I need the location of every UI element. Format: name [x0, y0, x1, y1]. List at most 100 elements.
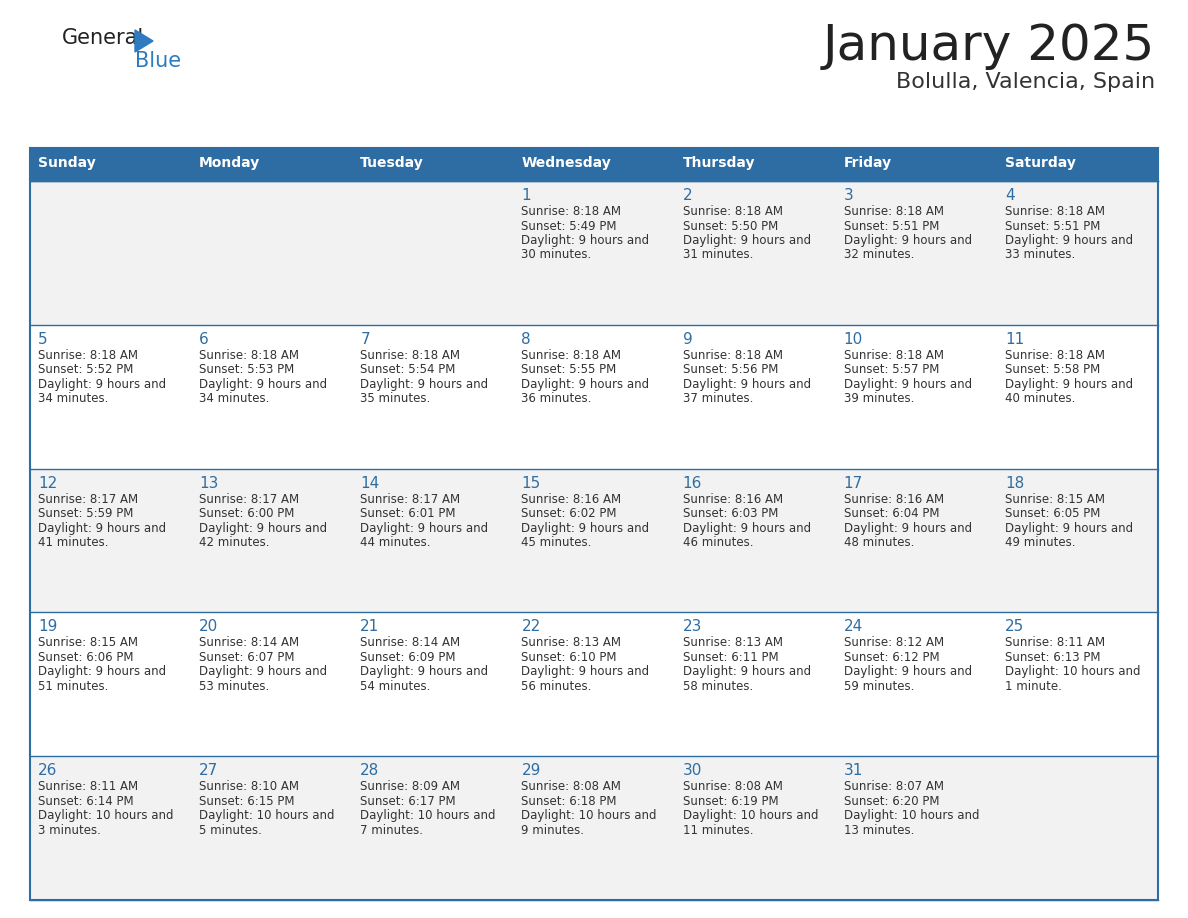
Bar — [30, 181, 1158, 325]
Text: Blue: Blue — [135, 51, 181, 71]
Text: Daylight: 9 hours and: Daylight: 9 hours and — [522, 666, 650, 678]
Text: Sunset: 5:51 PM: Sunset: 5:51 PM — [843, 219, 939, 232]
Text: 7 minutes.: 7 minutes. — [360, 823, 423, 836]
Text: 1 minute.: 1 minute. — [1005, 680, 1062, 693]
Text: 56 minutes.: 56 minutes. — [522, 680, 592, 693]
Text: Daylight: 10 hours and: Daylight: 10 hours and — [522, 809, 657, 823]
Text: 5: 5 — [38, 331, 48, 347]
Text: 23: 23 — [683, 620, 702, 634]
Text: 13 minutes.: 13 minutes. — [843, 823, 914, 836]
Bar — [30, 148, 1158, 181]
Text: Sunrise: 8:15 AM: Sunrise: 8:15 AM — [38, 636, 138, 649]
Text: 17: 17 — [843, 476, 862, 490]
Text: Sunset: 5:53 PM: Sunset: 5:53 PM — [200, 364, 295, 376]
Text: Daylight: 9 hours and: Daylight: 9 hours and — [683, 378, 810, 391]
Text: Sunset: 6:17 PM: Sunset: 6:17 PM — [360, 795, 456, 808]
Text: Sunset: 6:12 PM: Sunset: 6:12 PM — [843, 651, 940, 664]
Text: 28: 28 — [360, 763, 379, 778]
Text: 24: 24 — [843, 620, 862, 634]
Text: Daylight: 9 hours and: Daylight: 9 hours and — [38, 378, 166, 391]
Bar — [30, 468, 1158, 612]
Text: Sunrise: 8:17 AM: Sunrise: 8:17 AM — [360, 493, 461, 506]
Text: Daylight: 10 hours and: Daylight: 10 hours and — [843, 809, 979, 823]
Bar — [30, 756, 1158, 900]
Text: Daylight: 9 hours and: Daylight: 9 hours and — [38, 666, 166, 678]
Text: Sunset: 6:11 PM: Sunset: 6:11 PM — [683, 651, 778, 664]
Text: 32 minutes.: 32 minutes. — [843, 249, 914, 262]
Bar — [30, 148, 1158, 900]
Text: Sunset: 6:20 PM: Sunset: 6:20 PM — [843, 795, 940, 808]
Text: Sunrise: 8:08 AM: Sunrise: 8:08 AM — [683, 780, 783, 793]
Text: 34 minutes.: 34 minutes. — [38, 392, 108, 406]
Text: Sunrise: 8:11 AM: Sunrise: 8:11 AM — [38, 780, 138, 793]
Text: Daylight: 9 hours and: Daylight: 9 hours and — [200, 666, 327, 678]
Text: 36 minutes.: 36 minutes. — [522, 392, 592, 406]
Text: 21: 21 — [360, 620, 379, 634]
Text: Bolulla, Valencia, Spain: Bolulla, Valencia, Spain — [896, 72, 1155, 92]
Text: Daylight: 9 hours and: Daylight: 9 hours and — [843, 378, 972, 391]
Text: Daylight: 9 hours and: Daylight: 9 hours and — [360, 521, 488, 534]
Text: Sunset: 6:02 PM: Sunset: 6:02 PM — [522, 507, 617, 521]
Text: 4: 4 — [1005, 188, 1015, 203]
Text: Thursday: Thursday — [683, 156, 756, 170]
Text: Sunrise: 8:18 AM: Sunrise: 8:18 AM — [843, 205, 943, 218]
Text: 18: 18 — [1005, 476, 1024, 490]
Text: Daylight: 9 hours and: Daylight: 9 hours and — [843, 234, 972, 247]
Text: Sunset: 6:07 PM: Sunset: 6:07 PM — [200, 651, 295, 664]
Text: Sunset: 5:55 PM: Sunset: 5:55 PM — [522, 364, 617, 376]
Text: Sunrise: 8:13 AM: Sunrise: 8:13 AM — [683, 636, 783, 649]
Text: Sunset: 5:49 PM: Sunset: 5:49 PM — [522, 219, 617, 232]
Text: Sunrise: 8:09 AM: Sunrise: 8:09 AM — [360, 780, 460, 793]
Bar — [30, 325, 1158, 468]
Text: 30 minutes.: 30 minutes. — [522, 249, 592, 262]
Text: 34 minutes.: 34 minutes. — [200, 392, 270, 406]
Text: 2: 2 — [683, 188, 693, 203]
Text: Sunrise: 8:18 AM: Sunrise: 8:18 AM — [38, 349, 138, 362]
Text: Sunset: 5:52 PM: Sunset: 5:52 PM — [38, 364, 133, 376]
Text: Daylight: 9 hours and: Daylight: 9 hours and — [200, 521, 327, 534]
Text: Sunrise: 8:07 AM: Sunrise: 8:07 AM — [843, 780, 943, 793]
Text: 49 minutes.: 49 minutes. — [1005, 536, 1075, 549]
Text: Sunrise: 8:11 AM: Sunrise: 8:11 AM — [1005, 636, 1105, 649]
Text: Daylight: 9 hours and: Daylight: 9 hours and — [522, 521, 650, 534]
Text: Sunrise: 8:18 AM: Sunrise: 8:18 AM — [360, 349, 460, 362]
Text: 10: 10 — [843, 331, 862, 347]
Text: January 2025: January 2025 — [823, 22, 1155, 70]
Text: 3 minutes.: 3 minutes. — [38, 823, 101, 836]
Text: 44 minutes.: 44 minutes. — [360, 536, 431, 549]
Text: 19: 19 — [38, 620, 57, 634]
Text: Sunset: 5:56 PM: Sunset: 5:56 PM — [683, 364, 778, 376]
Text: Sunrise: 8:14 AM: Sunrise: 8:14 AM — [360, 636, 461, 649]
Text: 51 minutes.: 51 minutes. — [38, 680, 108, 693]
Text: Sunset: 6:19 PM: Sunset: 6:19 PM — [683, 795, 778, 808]
Text: Sunset: 5:58 PM: Sunset: 5:58 PM — [1005, 364, 1100, 376]
Text: Sunset: 6:04 PM: Sunset: 6:04 PM — [843, 507, 940, 521]
Text: Daylight: 9 hours and: Daylight: 9 hours and — [1005, 378, 1133, 391]
Text: Sunrise: 8:08 AM: Sunrise: 8:08 AM — [522, 780, 621, 793]
Text: 59 minutes.: 59 minutes. — [843, 680, 914, 693]
Text: 31: 31 — [843, 763, 864, 778]
Text: Sunset: 5:50 PM: Sunset: 5:50 PM — [683, 219, 778, 232]
Text: Daylight: 10 hours and: Daylight: 10 hours and — [360, 809, 495, 823]
Text: Daylight: 9 hours and: Daylight: 9 hours and — [522, 378, 650, 391]
Text: 3: 3 — [843, 188, 853, 203]
Bar — [30, 612, 1158, 756]
Text: Daylight: 9 hours and: Daylight: 9 hours and — [843, 666, 972, 678]
Polygon shape — [135, 30, 153, 52]
Text: Daylight: 9 hours and: Daylight: 9 hours and — [522, 234, 650, 247]
Text: Daylight: 9 hours and: Daylight: 9 hours and — [1005, 521, 1133, 534]
Text: 7: 7 — [360, 331, 369, 347]
Text: Sunrise: 8:17 AM: Sunrise: 8:17 AM — [38, 493, 138, 506]
Text: 13: 13 — [200, 476, 219, 490]
Text: 40 minutes.: 40 minutes. — [1005, 392, 1075, 406]
Text: General: General — [62, 28, 144, 48]
Text: 41 minutes.: 41 minutes. — [38, 536, 108, 549]
Text: Sunrise: 8:18 AM: Sunrise: 8:18 AM — [1005, 349, 1105, 362]
Text: Sunrise: 8:18 AM: Sunrise: 8:18 AM — [683, 205, 783, 218]
Text: Sunrise: 8:17 AM: Sunrise: 8:17 AM — [200, 493, 299, 506]
Text: Daylight: 10 hours and: Daylight: 10 hours and — [1005, 666, 1140, 678]
Text: 29: 29 — [522, 763, 541, 778]
Text: Sunrise: 8:16 AM: Sunrise: 8:16 AM — [683, 493, 783, 506]
Text: 12: 12 — [38, 476, 57, 490]
Text: 1: 1 — [522, 188, 531, 203]
